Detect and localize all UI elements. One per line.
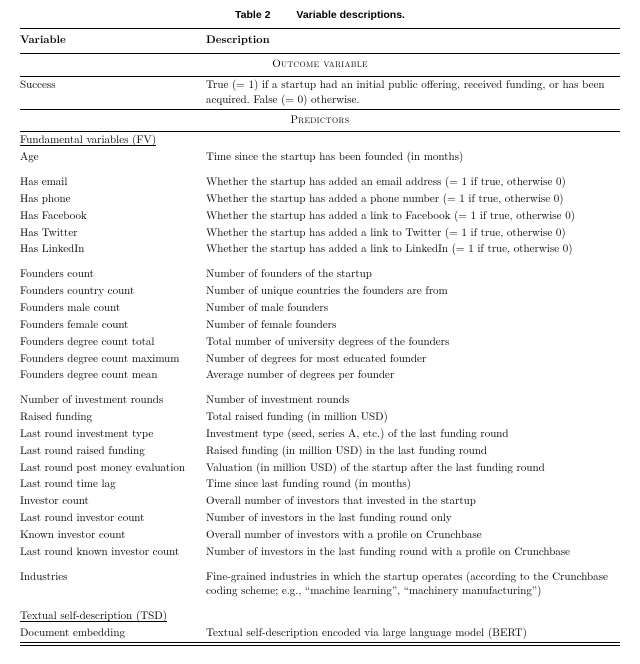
table-row: Has FacebookWhether the startup has adde… — [20, 208, 620, 225]
var-desc: Investment type (seed, series A, etc.) o… — [206, 427, 620, 442]
rule — [20, 642, 620, 643]
caption-text: Variable descriptions. — [296, 9, 405, 21]
table-row: Founders countNumber of founders of the … — [20, 266, 620, 283]
var-name: Last round raised funding — [20, 444, 206, 459]
table-row: Founders degree count maximumNumber of d… — [20, 351, 620, 368]
var-desc: Number of unique countries the founders … — [206, 284, 620, 299]
var-name: Known investor count — [20, 528, 206, 543]
table-header: Variable Description — [20, 29, 620, 53]
var-desc: Time since the startup has been founded … — [206, 150, 620, 165]
var-name: Founders country count — [20, 284, 206, 299]
table-row: Founders degree count meanAverage number… — [20, 367, 620, 384]
var-desc: Number of founders of the startup — [206, 267, 620, 282]
table-row: Last round post money evaluationValuatio… — [20, 460, 620, 477]
var-desc: Whether the startup has added a phone nu… — [206, 192, 620, 207]
table-row: Has emailWhether the startup has added a… — [20, 174, 620, 191]
var-desc: Textual self-description encoded via lar… — [206, 626, 620, 641]
table-row: Founders degree count totalTotal number … — [20, 334, 620, 351]
var-name: Age — [20, 150, 206, 165]
var-desc: True (= 1) if a startup had an initial p… — [206, 78, 620, 108]
table-row: Last round time lagTime since last fundi… — [20, 476, 620, 493]
var-name: Document embedding — [20, 626, 206, 641]
var-name: Number of investment rounds — [20, 393, 206, 408]
table-row: AgeTime since the startup has been found… — [20, 149, 620, 166]
var-name: Industries — [20, 570, 206, 585]
var-desc: Whether the startup has added a link to … — [206, 242, 620, 257]
var-desc: Number of female founders — [206, 318, 620, 333]
table-row: Success True (= 1) if a startup had an i… — [20, 77, 620, 109]
var-desc: Overall number of investors with a profi… — [206, 528, 620, 543]
var-desc: Whether the startup has added an email a… — [206, 175, 620, 190]
group-tsd-title: Textual self-description (TSD) — [20, 608, 167, 623]
var-name: Founders degree count total — [20, 335, 206, 350]
table-row: Raised fundingTotal raised funding (in m… — [20, 409, 620, 426]
group-fv-title: Fundamental variables (FV) — [20, 132, 156, 147]
var-name: Success — [20, 78, 206, 93]
var-desc: Total raised funding (in million USD) — [206, 410, 620, 425]
table-row: Has LinkedInWhether the startup has adde… — [20, 241, 620, 258]
group-title-row: Textual self-description (TSD) — [20, 608, 620, 625]
var-desc: Total number of university degrees of th… — [206, 335, 620, 350]
var-name: Has Facebook — [20, 209, 206, 224]
var-name: Last round known investor count — [20, 545, 206, 560]
var-name: Last round post money evaluation — [20, 461, 206, 476]
header-description: Description — [206, 30, 620, 52]
table-row: Document embeddingTextual self-descripti… — [20, 625, 620, 642]
var-name: Founders female count — [20, 318, 206, 333]
var-name: Founders degree count mean — [20, 368, 206, 383]
var-desc: Number of investors in the last funding … — [206, 545, 620, 560]
table-row: Last round known investor countNumber of… — [20, 544, 620, 561]
var-desc: Time since last funding round (in months… — [206, 477, 620, 492]
var-desc: Raised funding (in million USD) in the l… — [206, 444, 620, 459]
var-desc: Average number of degrees per founder — [206, 368, 620, 383]
var-name: Has LinkedIn — [20, 242, 206, 257]
var-desc: Whether the startup has added a link to … — [206, 209, 620, 224]
group-title-row: Fundamental variables (FV) — [20, 132, 620, 149]
var-desc: Number of investment rounds — [206, 393, 620, 408]
var-name: Last round time lag — [20, 477, 206, 492]
table-row: Known investor countOverall number of in… — [20, 527, 620, 544]
table-row: Number of investment roundsNumber of inv… — [20, 392, 620, 409]
table-container: Table 2 Variable descriptions. Variable D… — [0, 0, 640, 664]
var-desc: Whether the startup has added a link to … — [206, 226, 620, 241]
header-variable: Variable — [20, 30, 206, 52]
section-outcome: Outcome variable — [20, 54, 620, 76]
var-desc: Fine-grained industries in which the sta… — [206, 570, 620, 600]
table-row: Investor countOverall number of investor… — [20, 493, 620, 510]
table-row: Founders country countNumber of unique c… — [20, 283, 620, 300]
table-row: Founders male countNumber of male founde… — [20, 300, 620, 317]
table-row: Founders female countNumber of female fo… — [20, 317, 620, 334]
var-name: Founders male count — [20, 301, 206, 316]
var-desc: Number of male founders — [206, 301, 620, 316]
var-name: Raised funding — [20, 410, 206, 425]
table-row: Has TwitterWhether the startup has added… — [20, 225, 620, 242]
section-predictors: Predictors — [20, 110, 620, 132]
rule — [20, 645, 620, 646]
caption-prefix: Table 2 — [235, 9, 270, 21]
table-row: Last round investment typeInvestment typ… — [20, 426, 620, 443]
var-name: Founders count — [20, 267, 206, 282]
var-name: Has Twitter — [20, 226, 206, 241]
var-name: Has phone — [20, 192, 206, 207]
var-name: Has email — [20, 175, 206, 190]
table-caption: Table 2 Variable descriptions. — [20, 8, 620, 22]
var-desc: Overall number of investors that investe… — [206, 494, 620, 509]
table-row: Last round raised fundingRaised funding … — [20, 443, 620, 460]
var-name: Last round investment type — [20, 427, 206, 442]
var-name: Founders degree count maximum — [20, 352, 206, 367]
var-desc: Valuation (in million USD) of the startu… — [206, 461, 620, 476]
table-row: IndustriesFine-grained industries in whi… — [20, 569, 620, 601]
var-name: Investor count — [20, 494, 206, 509]
var-desc: Number of degrees for most educated foun… — [206, 352, 620, 367]
table-row: Has phoneWhether the startup has added a… — [20, 191, 620, 208]
